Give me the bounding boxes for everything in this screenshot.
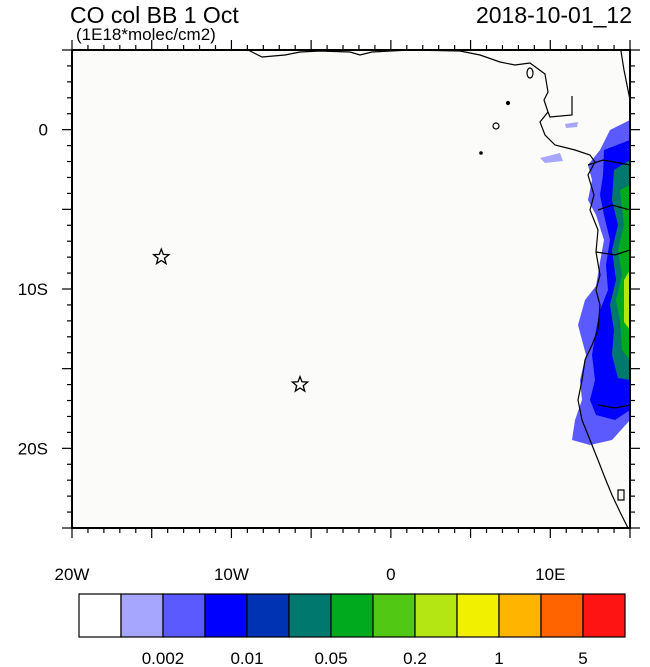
x-tick-label: 0 [386, 565, 395, 584]
colorbar: 0.002 0.01 0.05 0.2 1 5 [78, 593, 626, 667]
x-tick-label: 10W [214, 565, 249, 584]
colorbar-box [540, 593, 584, 638]
axis-ticks: 20W 10W 0 10E 0 10S 20S [18, 40, 640, 584]
border-congo [597, 204, 630, 211]
colorbar-box [78, 593, 122, 638]
colorbar-label: 5 [578, 649, 587, 667]
x-tick-label: 20W [55, 565, 90, 584]
colorbar-label: 0.2 [403, 649, 427, 667]
annobon-island [479, 151, 483, 155]
y-tick-label: 20S [18, 439, 48, 458]
border-namibia [597, 404, 630, 409]
y-tick-label: 0 [39, 121, 48, 140]
ocean-area [72, 50, 630, 528]
co-field-layer [540, 120, 630, 445]
border-cameroon [547, 96, 573, 118]
co-speck-1 [540, 153, 563, 163]
y-tick-label: 10S [18, 280, 48, 299]
station-star [290, 374, 310, 393]
colorbar-label: 0.002 [142, 649, 185, 667]
x-tick-label: 10E [535, 565, 565, 584]
colorbar-box [582, 593, 626, 638]
colorbar-label: 0.01 [230, 649, 263, 667]
valid-time-label: 2018-10-01_12 [475, 2, 632, 28]
map-title: CO col BB 1 Oct [70, 2, 239, 28]
colorbar-box [498, 593, 542, 638]
coastline-layer [247, 50, 630, 528]
colorbar-box [330, 593, 374, 638]
colorbar-box [162, 593, 206, 638]
station-star [151, 247, 171, 266]
units-label: (1E18*molec/cm2) [76, 25, 216, 44]
station-markers [151, 247, 310, 393]
colorbar-box [120, 593, 164, 638]
bioko-island [526, 67, 534, 79]
colorbar-box [246, 593, 290, 638]
border-drc [595, 249, 630, 256]
colorbar-label: 0.05 [314, 649, 347, 667]
walvis-bay [617, 489, 625, 501]
colorbar-box [456, 593, 500, 638]
colorbar-box [414, 593, 458, 638]
sao-tome-island [492, 122, 500, 130]
colorbar-label: 1 [494, 649, 503, 667]
principe-island [505, 100, 511, 106]
african-coastline [247, 50, 629, 528]
border-gabon [587, 159, 630, 166]
colorbar-box [288, 593, 332, 638]
co-speck-2 [565, 122, 578, 128]
colorbar-box [204, 593, 248, 638]
co-plume-yellowgreen [624, 270, 630, 330]
colorbar-box [372, 593, 416, 638]
